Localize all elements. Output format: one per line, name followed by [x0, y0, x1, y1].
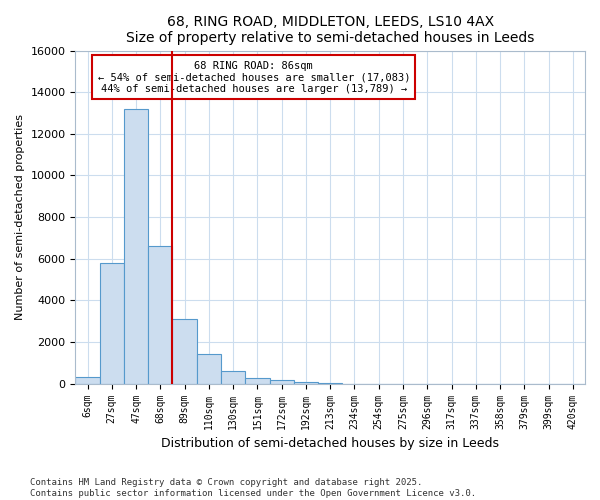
- Bar: [245, 378, 269, 384]
- Bar: [148, 246, 172, 384]
- Bar: [221, 371, 245, 384]
- Bar: [269, 380, 294, 384]
- Title: 68, RING ROAD, MIDDLETON, LEEDS, LS10 4AX
Size of property relative to semi-deta: 68, RING ROAD, MIDDLETON, LEEDS, LS10 4A…: [126, 15, 535, 45]
- Bar: [197, 354, 221, 384]
- Y-axis label: Number of semi-detached properties: Number of semi-detached properties: [15, 114, 25, 320]
- Bar: [294, 382, 318, 384]
- Bar: [76, 378, 100, 384]
- Text: Contains HM Land Registry data © Crown copyright and database right 2025.
Contai: Contains HM Land Registry data © Crown c…: [30, 478, 476, 498]
- Bar: [172, 319, 197, 384]
- Bar: [100, 263, 124, 384]
- Bar: [318, 382, 343, 384]
- Bar: [124, 109, 148, 384]
- X-axis label: Distribution of semi-detached houses by size in Leeds: Distribution of semi-detached houses by …: [161, 437, 499, 450]
- Text: 68 RING ROAD: 86sqm
← 54% of semi-detached houses are smaller (17,083)
44% of se: 68 RING ROAD: 86sqm ← 54% of semi-detach…: [98, 60, 410, 94]
